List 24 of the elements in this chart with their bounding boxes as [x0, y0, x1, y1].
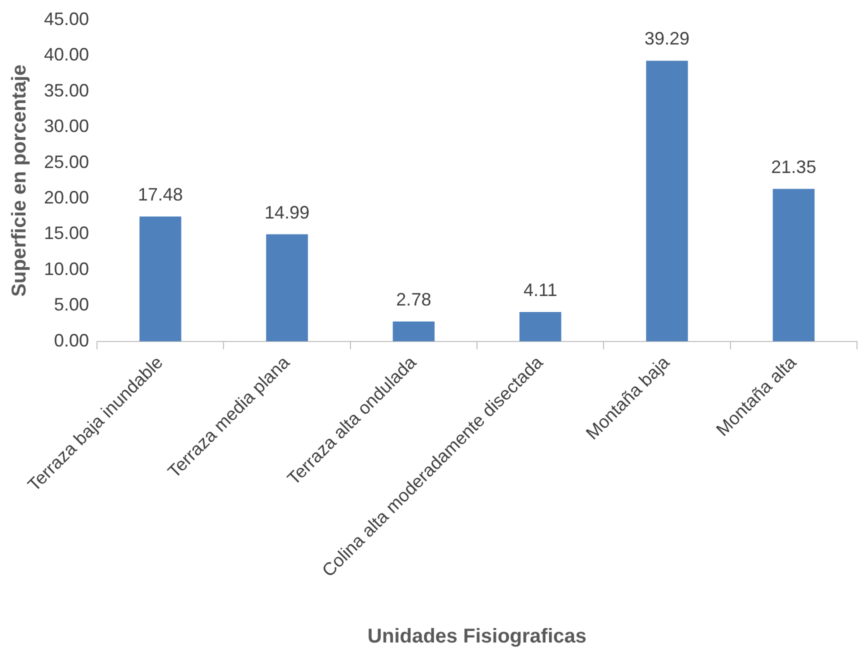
- bar: [392, 321, 435, 342]
- data-label: 17.48: [138, 184, 183, 204]
- data-label: 14.99: [264, 202, 310, 222]
- bar: [139, 216, 182, 342]
- y-tick-label: 30.00: [44, 116, 90, 136]
- bar: [266, 234, 308, 342]
- data-label: 2.78: [396, 289, 432, 310]
- data-label: 39.29: [644, 28, 690, 49]
- y-axis-title: Superficie en porcentaje: [8, 64, 31, 297]
- y-tick-label: 35.00: [44, 80, 90, 100]
- data-label: 4.11: [524, 280, 558, 300]
- bar: [772, 188, 815, 342]
- y-tick-label: 25.00: [44, 152, 90, 172]
- y-tick-label: 15.00: [44, 223, 90, 244]
- bar: [519, 312, 562, 342]
- y-tick-label: 45.00: [44, 8, 90, 29]
- y-tick-label: 20.00: [44, 187, 90, 208]
- bar: [646, 60, 688, 342]
- x-axis-title: Unidades Fisiograficas: [368, 626, 587, 648]
- y-tick-label: 5.00: [54, 294, 90, 315]
- y-tick-label: 10.00: [44, 258, 90, 279]
- y-tick-label: 0.00: [54, 330, 90, 350]
- y-tick-label: 40.00: [44, 44, 90, 65]
- data-label: 21.35: [771, 156, 816, 177]
